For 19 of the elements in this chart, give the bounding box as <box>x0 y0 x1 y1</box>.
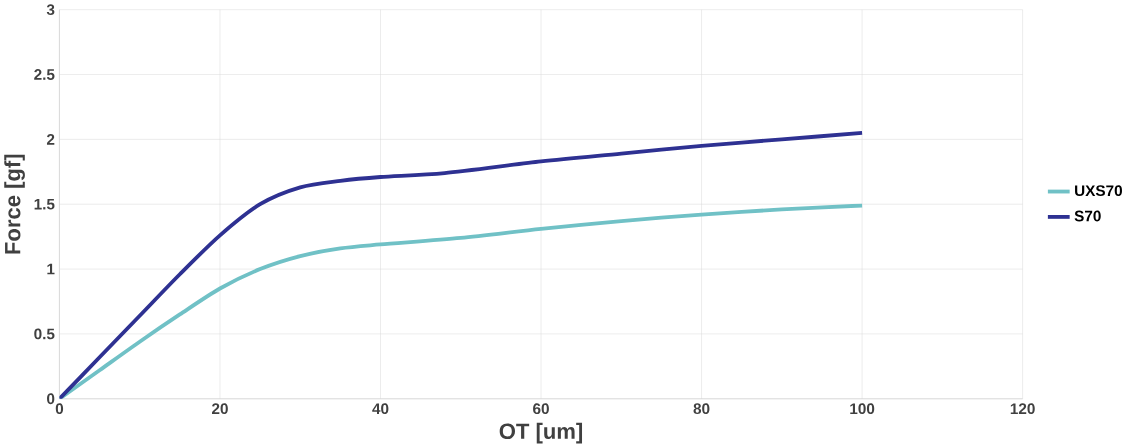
y-tick-label: 1.5 <box>34 199 55 210</box>
y-tick-label: 1 <box>47 263 55 275</box>
line-series <box>59 131 865 399</box>
legend-label: S70 <box>1074 210 1101 222</box>
x-tick-label: 0 <box>55 403 64 415</box>
y-tick-label: 2.5 <box>34 69 55 81</box>
y-tick-label: 3 <box>46 4 55 16</box>
x-tick-label: 60 <box>533 403 549 415</box>
x-tick-label: 20 <box>212 403 228 415</box>
x-tick-label: 80 <box>693 403 710 415</box>
y-tick-label: 2 <box>46 134 55 145</box>
x-tick-label: 40 <box>372 403 389 415</box>
x-axis-title: OT [um] <box>499 423 583 444</box>
x-tick-label: 100 <box>850 403 875 415</box>
legend-label: UXS70 <box>1075 185 1122 197</box>
y-tick-label: 0.5 <box>34 328 55 340</box>
y-tick-label: 0 <box>47 393 55 405</box>
y-axis-title: Force [gf] <box>4 154 25 254</box>
x-tick-label: 120 <box>1010 403 1035 415</box>
